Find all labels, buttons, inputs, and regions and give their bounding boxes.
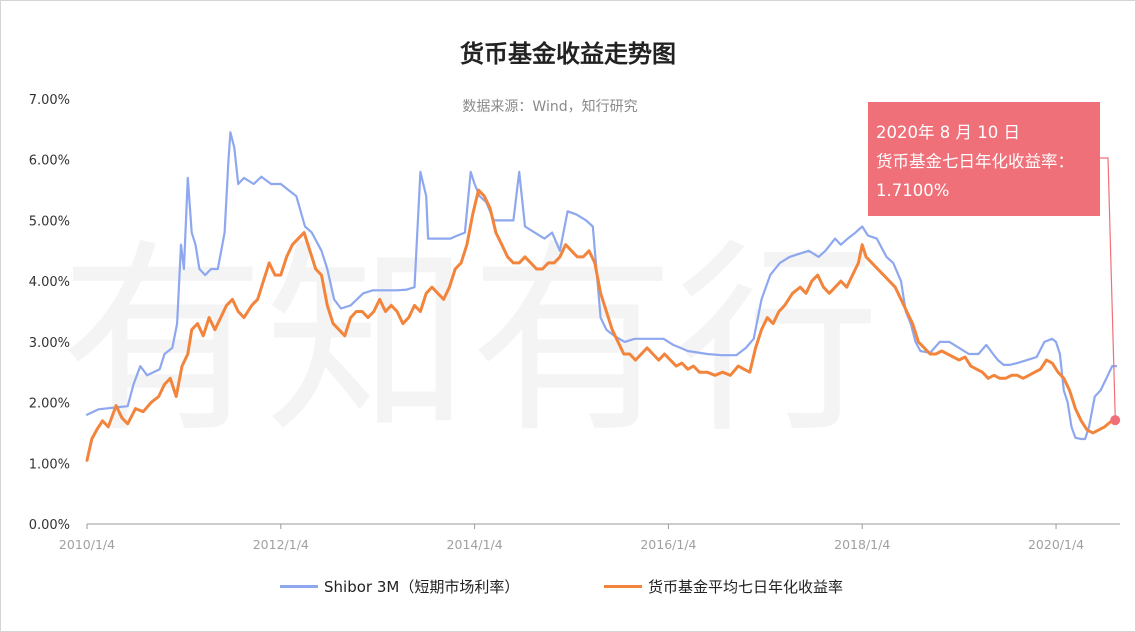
x-tick-label: 2018/1/4 xyxy=(834,537,890,552)
x-tick-label: 2020/1/4 xyxy=(1028,537,1084,552)
annotation-leader-line xyxy=(1100,157,1116,417)
legend-item-shibor: Shibor 3M（短期市场利率） xyxy=(280,576,519,597)
legend-label-money-fund: 货币基金平均七日年化收益率 xyxy=(648,578,844,596)
chart-subtitle: 数据来源：Wind，知行研究 xyxy=(462,99,638,115)
y-tick-label: 4.00% xyxy=(29,275,70,290)
y-tick-label: 5.00% xyxy=(29,214,70,229)
series-line-money-fund xyxy=(85,188,1117,462)
y-tick-label: 6.00% xyxy=(29,154,70,169)
annotation-label: 货币基金七日年化收益率： xyxy=(876,152,1074,171)
series-layer xyxy=(85,131,1118,462)
chart-title: 货币基金收益走势图 xyxy=(460,40,676,68)
y-tick-label: 7.00% xyxy=(29,93,70,108)
y-tick-label: 1.00% xyxy=(29,457,70,472)
legend-swatch-shibor xyxy=(280,585,318,588)
series-line-shibor xyxy=(85,131,1118,441)
watermark: 有知有行 xyxy=(60,223,880,461)
x-tick-label: 2012/1/4 xyxy=(253,537,309,552)
y-tick-label: 2.00% xyxy=(29,397,70,412)
legend-label-shibor: Shibor 3M（短期市场利率） xyxy=(324,578,520,596)
axes: 0.00% 1.00% 2.00% 3.00% 4.00% 5.00% 6.00% 7.00%… xyxy=(29,93,1120,552)
annotation-callout: 2020年 8 月 10 日 货币基金七日年化收益率： 1.7100% xyxy=(868,102,1100,216)
x-tick-label: 2016/1/4 xyxy=(640,537,696,552)
annotation-date: 2020年 8 月 10 日 xyxy=(876,123,1020,142)
legend-item-money-fund: 货币基金平均七日年化收益率 xyxy=(604,576,843,597)
y-tick-label: 0.00% xyxy=(29,518,70,533)
highlight-layer xyxy=(1100,157,1121,426)
legend-swatch-money-fund xyxy=(604,585,642,588)
x-tick-label: 2014/1/4 xyxy=(447,537,503,552)
highlight-point xyxy=(1110,415,1121,426)
x-tick-label: 2010/1/4 xyxy=(59,537,115,552)
legend: Shibor 3M（短期市场利率） 货币基金平均七日年化收益率 xyxy=(0,576,1136,600)
y-tick-label: 3.00% xyxy=(29,336,70,351)
annotation-value: 1.7100% xyxy=(876,181,950,200)
